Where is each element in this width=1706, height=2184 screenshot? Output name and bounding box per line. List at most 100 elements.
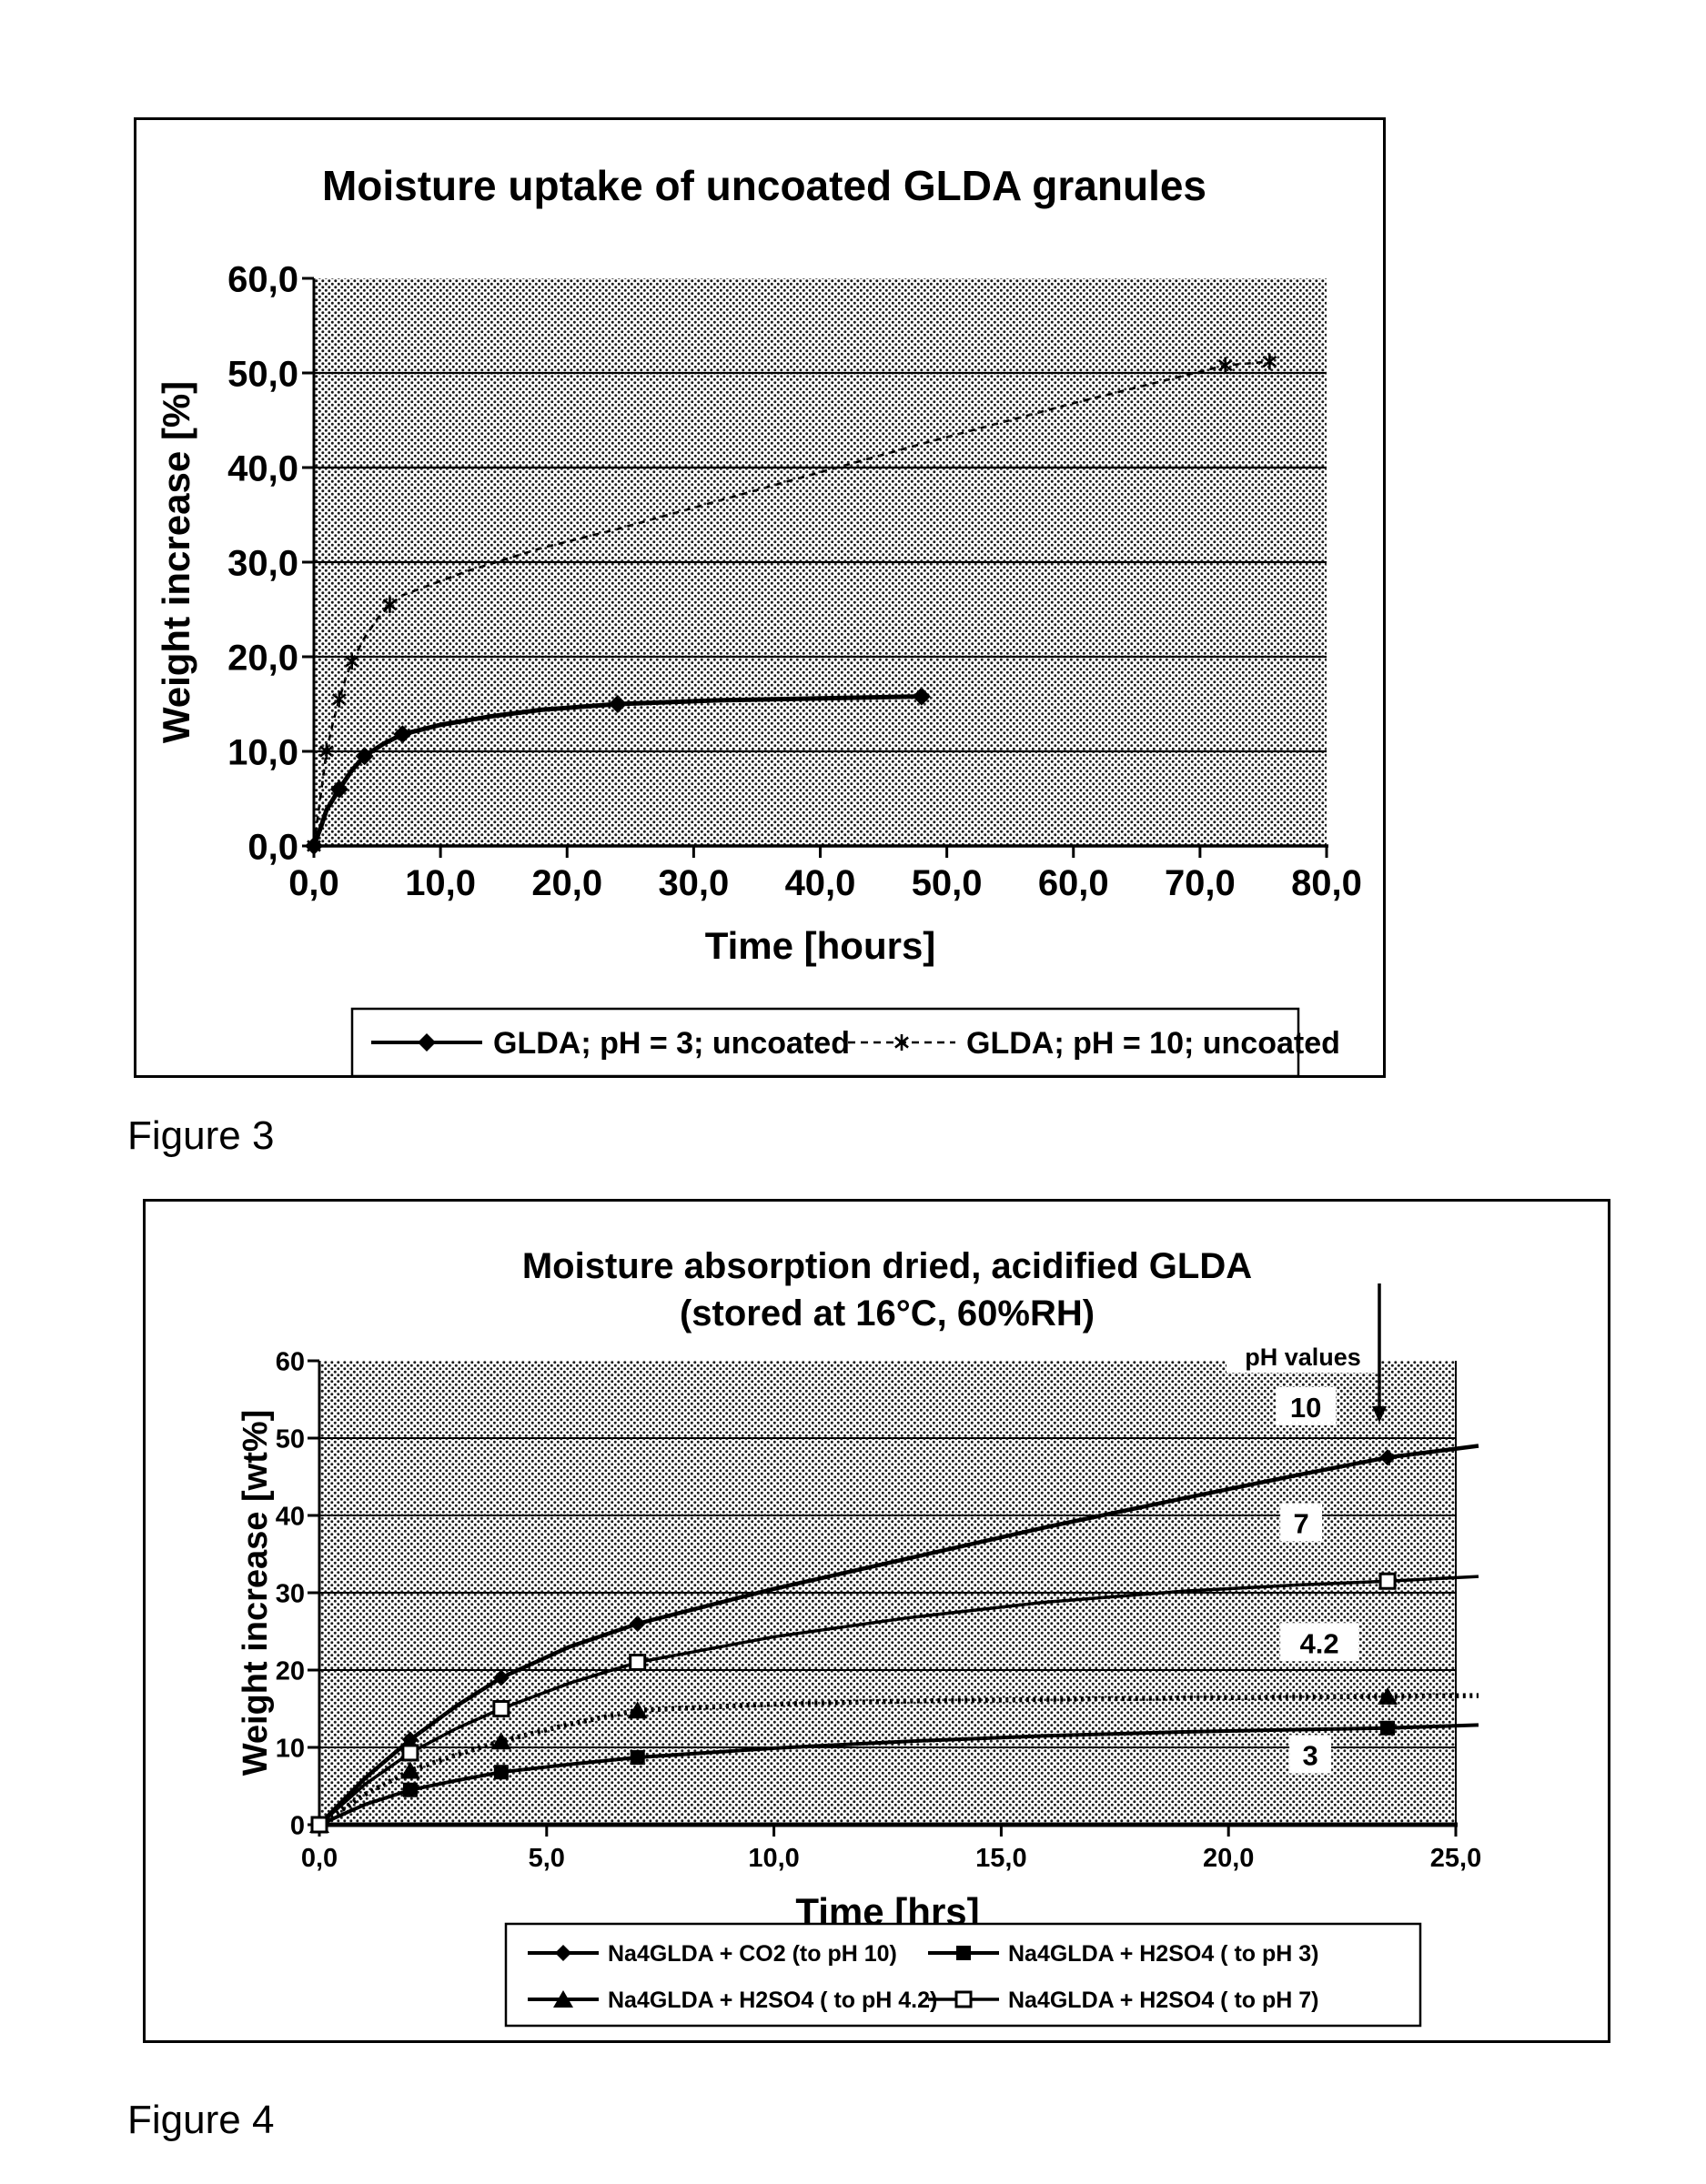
marker-square-open <box>310 1816 328 1834</box>
legend-label: Na4GLDA + H2SO4 ( to pH 3) <box>1008 1941 1319 1967</box>
series-line-ph-10 <box>318 1444 1479 1827</box>
x-axis-title: Time [hours] <box>705 924 936 967</box>
figure3-chart: 0,0 10,0 20,0 30,0 40,0 50,0 60,0 0,0 10,0 20,0 30… <box>136 120 1383 1081</box>
marker-triangle <box>490 1732 511 1750</box>
marker-square <box>493 1765 509 1780</box>
x-tick-label: 50,0 <box>912 863 983 903</box>
legend-label: Na4GLDA + H2SO4 ( to pH 4.2) <box>608 1988 937 2013</box>
ph-label-box <box>1289 1735 1332 1774</box>
marker-diamond <box>555 1945 571 1961</box>
x-tick-label: 30,0 <box>658 863 729 903</box>
x-tick-label: 10,0 <box>748 1844 799 1873</box>
legend-label: Na4GLDA + CO2 (to pH 10) <box>608 1941 897 1967</box>
y-tick-label: 20,0 <box>227 638 298 678</box>
marker-square-open <box>954 1990 973 2008</box>
y-tick-label: 10,0 <box>227 732 298 772</box>
ph-label-3: 3 <box>1303 1740 1318 1772</box>
x-tick-label: 5,0 <box>529 1844 565 1873</box>
marker-star <box>344 653 359 670</box>
marker-diamond <box>912 687 931 706</box>
ph-label-4.2: 4.2 <box>1300 1627 1339 1659</box>
series-line-ph-3 <box>318 1723 1479 1827</box>
down-arrow-icon <box>1372 1406 1387 1423</box>
ph-label-7: 7 <box>1294 1508 1309 1540</box>
x-tick-label: 70,0 <box>1165 863 1236 903</box>
ph-values-annotation: pH values <box>1245 1344 1361 1371</box>
marker-square <box>1380 1720 1396 1736</box>
y-tick-label: 40 <box>276 1502 305 1531</box>
legend-label: GLDA; pH = 10; uncoated <box>966 1026 1340 1061</box>
figure4-svg: 0 10 20 30 40 50 60 0,0 5,0 10,0 15,0 20,0 25,0 Moist… <box>237 1246 1481 2028</box>
marker-square-open <box>1378 1572 1397 1590</box>
ph-label-box <box>1276 1387 1337 1425</box>
marker-triangle <box>399 1761 420 1779</box>
y-tick-label: 40,0 <box>227 448 298 488</box>
marker-square-open <box>492 1700 510 1717</box>
marker-diamond <box>608 695 627 713</box>
x-tick-label: 15,0 <box>975 1844 1026 1873</box>
ph-label-10: 10 <box>1290 1392 1321 1424</box>
figure3-svg: 0,0 10,0 20,0 30,0 40,0 50,0 60,0 0,0 10,0 20,0 30… <box>155 162 1362 1078</box>
figure4-caption: Figure 4 <box>127 2098 275 2142</box>
x-tick-label: 40,0 <box>785 863 856 903</box>
y-tick-label: 50,0 <box>227 354 298 394</box>
y-tick-label: 0 <box>290 1811 305 1840</box>
y-tick-label: 50 <box>276 1424 305 1454</box>
x-tick-label: 80,0 <box>1291 863 1362 903</box>
marker-square <box>956 1946 971 1960</box>
marker-star <box>382 596 398 613</box>
marker-diamond <box>418 1033 436 1052</box>
y-tick-label: 60,0 <box>227 259 298 299</box>
marker-star <box>307 838 321 854</box>
ph-label-box <box>1280 1503 1323 1542</box>
marker-triangle <box>553 1990 573 2008</box>
y-tick-label: 10 <box>276 1734 305 1763</box>
marker-star <box>319 743 334 760</box>
y-tick-label: 20 <box>276 1656 305 1686</box>
marker-square-open <box>629 1654 647 1671</box>
marker-square <box>402 1782 418 1797</box>
marker-diamond <box>355 747 374 766</box>
x-tick-label: 60,0 <box>1038 863 1109 903</box>
marker-star <box>331 690 347 708</box>
x-tick-label: 20,0 <box>1203 1844 1254 1873</box>
y-tick-label: 30 <box>276 1579 305 1608</box>
x-tick-label: 20,0 <box>531 863 602 903</box>
marker-star <box>894 1034 909 1051</box>
figure3-chart-frame: 0,0 10,0 20,0 30,0 40,0 50,0 60,0 0,0 10,0 20,0 30… <box>134 117 1386 1078</box>
marker-diamond <box>492 1669 510 1686</box>
legend-box <box>350 1007 1300 1078</box>
y-axis-title: Weight increase [%] <box>155 381 197 743</box>
marker-diamond <box>401 1731 419 1748</box>
chart-subtitle: (stored at 16°C, 60%RH) <box>680 1293 1095 1334</box>
legend-box <box>504 1922 1422 2028</box>
marker-diamond <box>393 725 412 744</box>
y-tick-label: 0,0 <box>247 827 298 867</box>
ph-label-box <box>1280 1623 1359 1662</box>
y-tick-label: 60 <box>276 1347 305 1376</box>
figure4-chart: 0 10 20 30 40 50 60 0,0 5,0 10,0 15,0 20,0 25,0 Moist… <box>146 1202 1608 2046</box>
marker-square-open <box>401 1744 419 1762</box>
marker-star <box>1217 357 1233 374</box>
x-tick-label: 0,0 <box>301 1844 338 1873</box>
annotation-bg <box>1227 1340 1379 1373</box>
chart-title: Moisture absorption dried, acidified GLD… <box>522 1246 1252 1286</box>
marker-star <box>1262 353 1277 370</box>
marker-diamond <box>1379 1449 1397 1466</box>
series-line-ph-4.2 <box>318 1693 1479 1827</box>
x-tick-label: 10,0 <box>405 863 476 903</box>
y-tick-label: 30,0 <box>227 543 298 583</box>
figure3-caption: Figure 3 <box>127 1113 275 1158</box>
marker-triangle <box>627 1701 648 1719</box>
x-tick-label: 25,0 <box>1430 1844 1481 1873</box>
marker-triangle <box>1378 1686 1398 1705</box>
marker-diamond <box>629 1615 646 1632</box>
chart-title: Moisture uptake of uncoated GLDA granule… <box>322 162 1206 209</box>
x-tick-label: 0,0 <box>288 863 339 903</box>
legend-label: GLDA; pH = 3; uncoated <box>493 1026 850 1061</box>
figure4-chart-frame: 0 10 20 30 40 50 60 0,0 5,0 10,0 15,0 20,0 25,0 Moist… <box>143 1199 1610 2043</box>
legend-label: Na4GLDA + H2SO4 ( to pH 7) <box>1008 1988 1319 2013</box>
marker-diamond <box>329 780 348 799</box>
marker-square <box>630 1750 645 1766</box>
y-axis-title: Weight increase [wt%] <box>237 1410 275 1776</box>
